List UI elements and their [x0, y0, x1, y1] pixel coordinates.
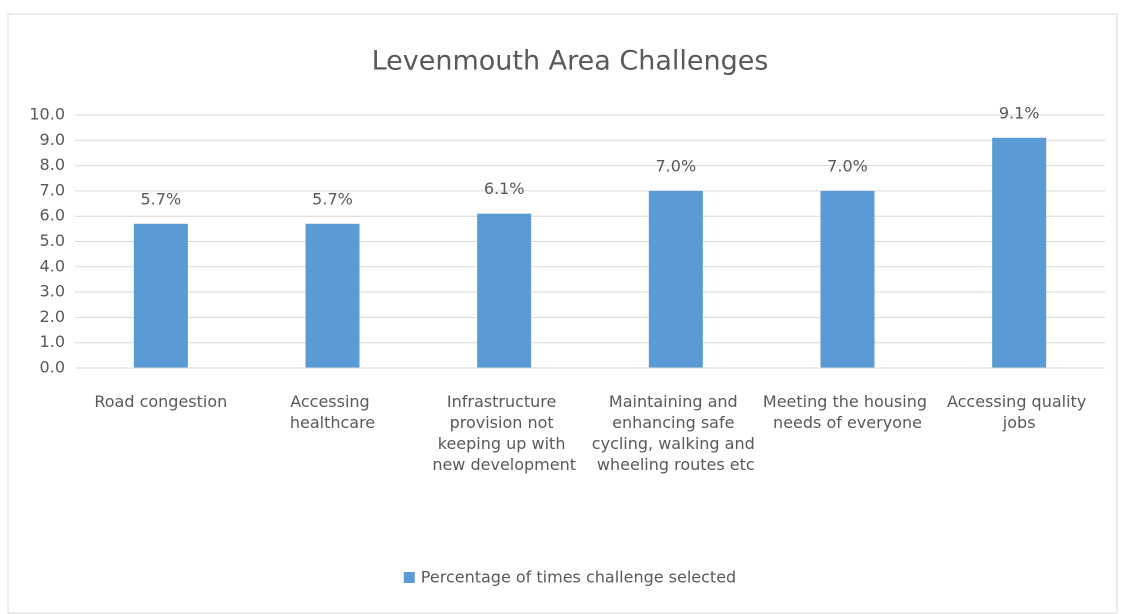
y-tick-label: 9.0 — [40, 130, 65, 149]
bar — [648, 190, 703, 368]
bar — [477, 213, 532, 368]
bar — [305, 223, 360, 368]
legend-label: Percentage of times challenge selected — [421, 568, 736, 587]
legend-swatch — [403, 572, 415, 583]
data-label: 5.7% — [141, 189, 182, 208]
x-tick-label: Accessing healthcare — [290, 392, 375, 432]
y-tick-label: 3.0 — [40, 282, 65, 301]
bar — [820, 190, 875, 368]
legend: Percentage of times challenge selected — [403, 568, 736, 587]
y-tick-label: 1.0 — [40, 332, 65, 351]
x-tick-label: Meeting the housing needs of everyone — [763, 392, 932, 432]
y-tick-label: 7.0 — [40, 180, 65, 199]
y-tick-label: 10.0 — [29, 105, 65, 124]
x-tick-label: Road congestion — [94, 392, 227, 411]
y-tick-label: 2.0 — [40, 307, 65, 326]
bar — [133, 223, 188, 368]
x-tick-label: Accessing quality jobs — [947, 392, 1091, 432]
y-tick-label: 4.0 — [40, 256, 65, 275]
data-label: 7.0% — [827, 156, 868, 175]
y-tick-label: 8.0 — [40, 155, 65, 174]
data-label: 7.0% — [656, 156, 697, 175]
data-label: 5.7% — [312, 189, 353, 208]
x-tick-label: Infrastructure provision not keeping up … — [432, 392, 576, 474]
chart-title: Levenmouth Area Challenges — [372, 46, 769, 77]
x-tick-label: Maintaining and enhancing safe cycling, … — [592, 392, 760, 474]
y-tick-label: 5.0 — [40, 231, 65, 250]
y-tick-label: 6.0 — [40, 206, 65, 225]
bar — [992, 137, 1047, 368]
data-label: 9.1% — [999, 103, 1040, 122]
y-tick-label: 0.0 — [40, 358, 65, 377]
chart-border — [7, 13, 1118, 614]
data-label: 6.1% — [484, 179, 525, 198]
